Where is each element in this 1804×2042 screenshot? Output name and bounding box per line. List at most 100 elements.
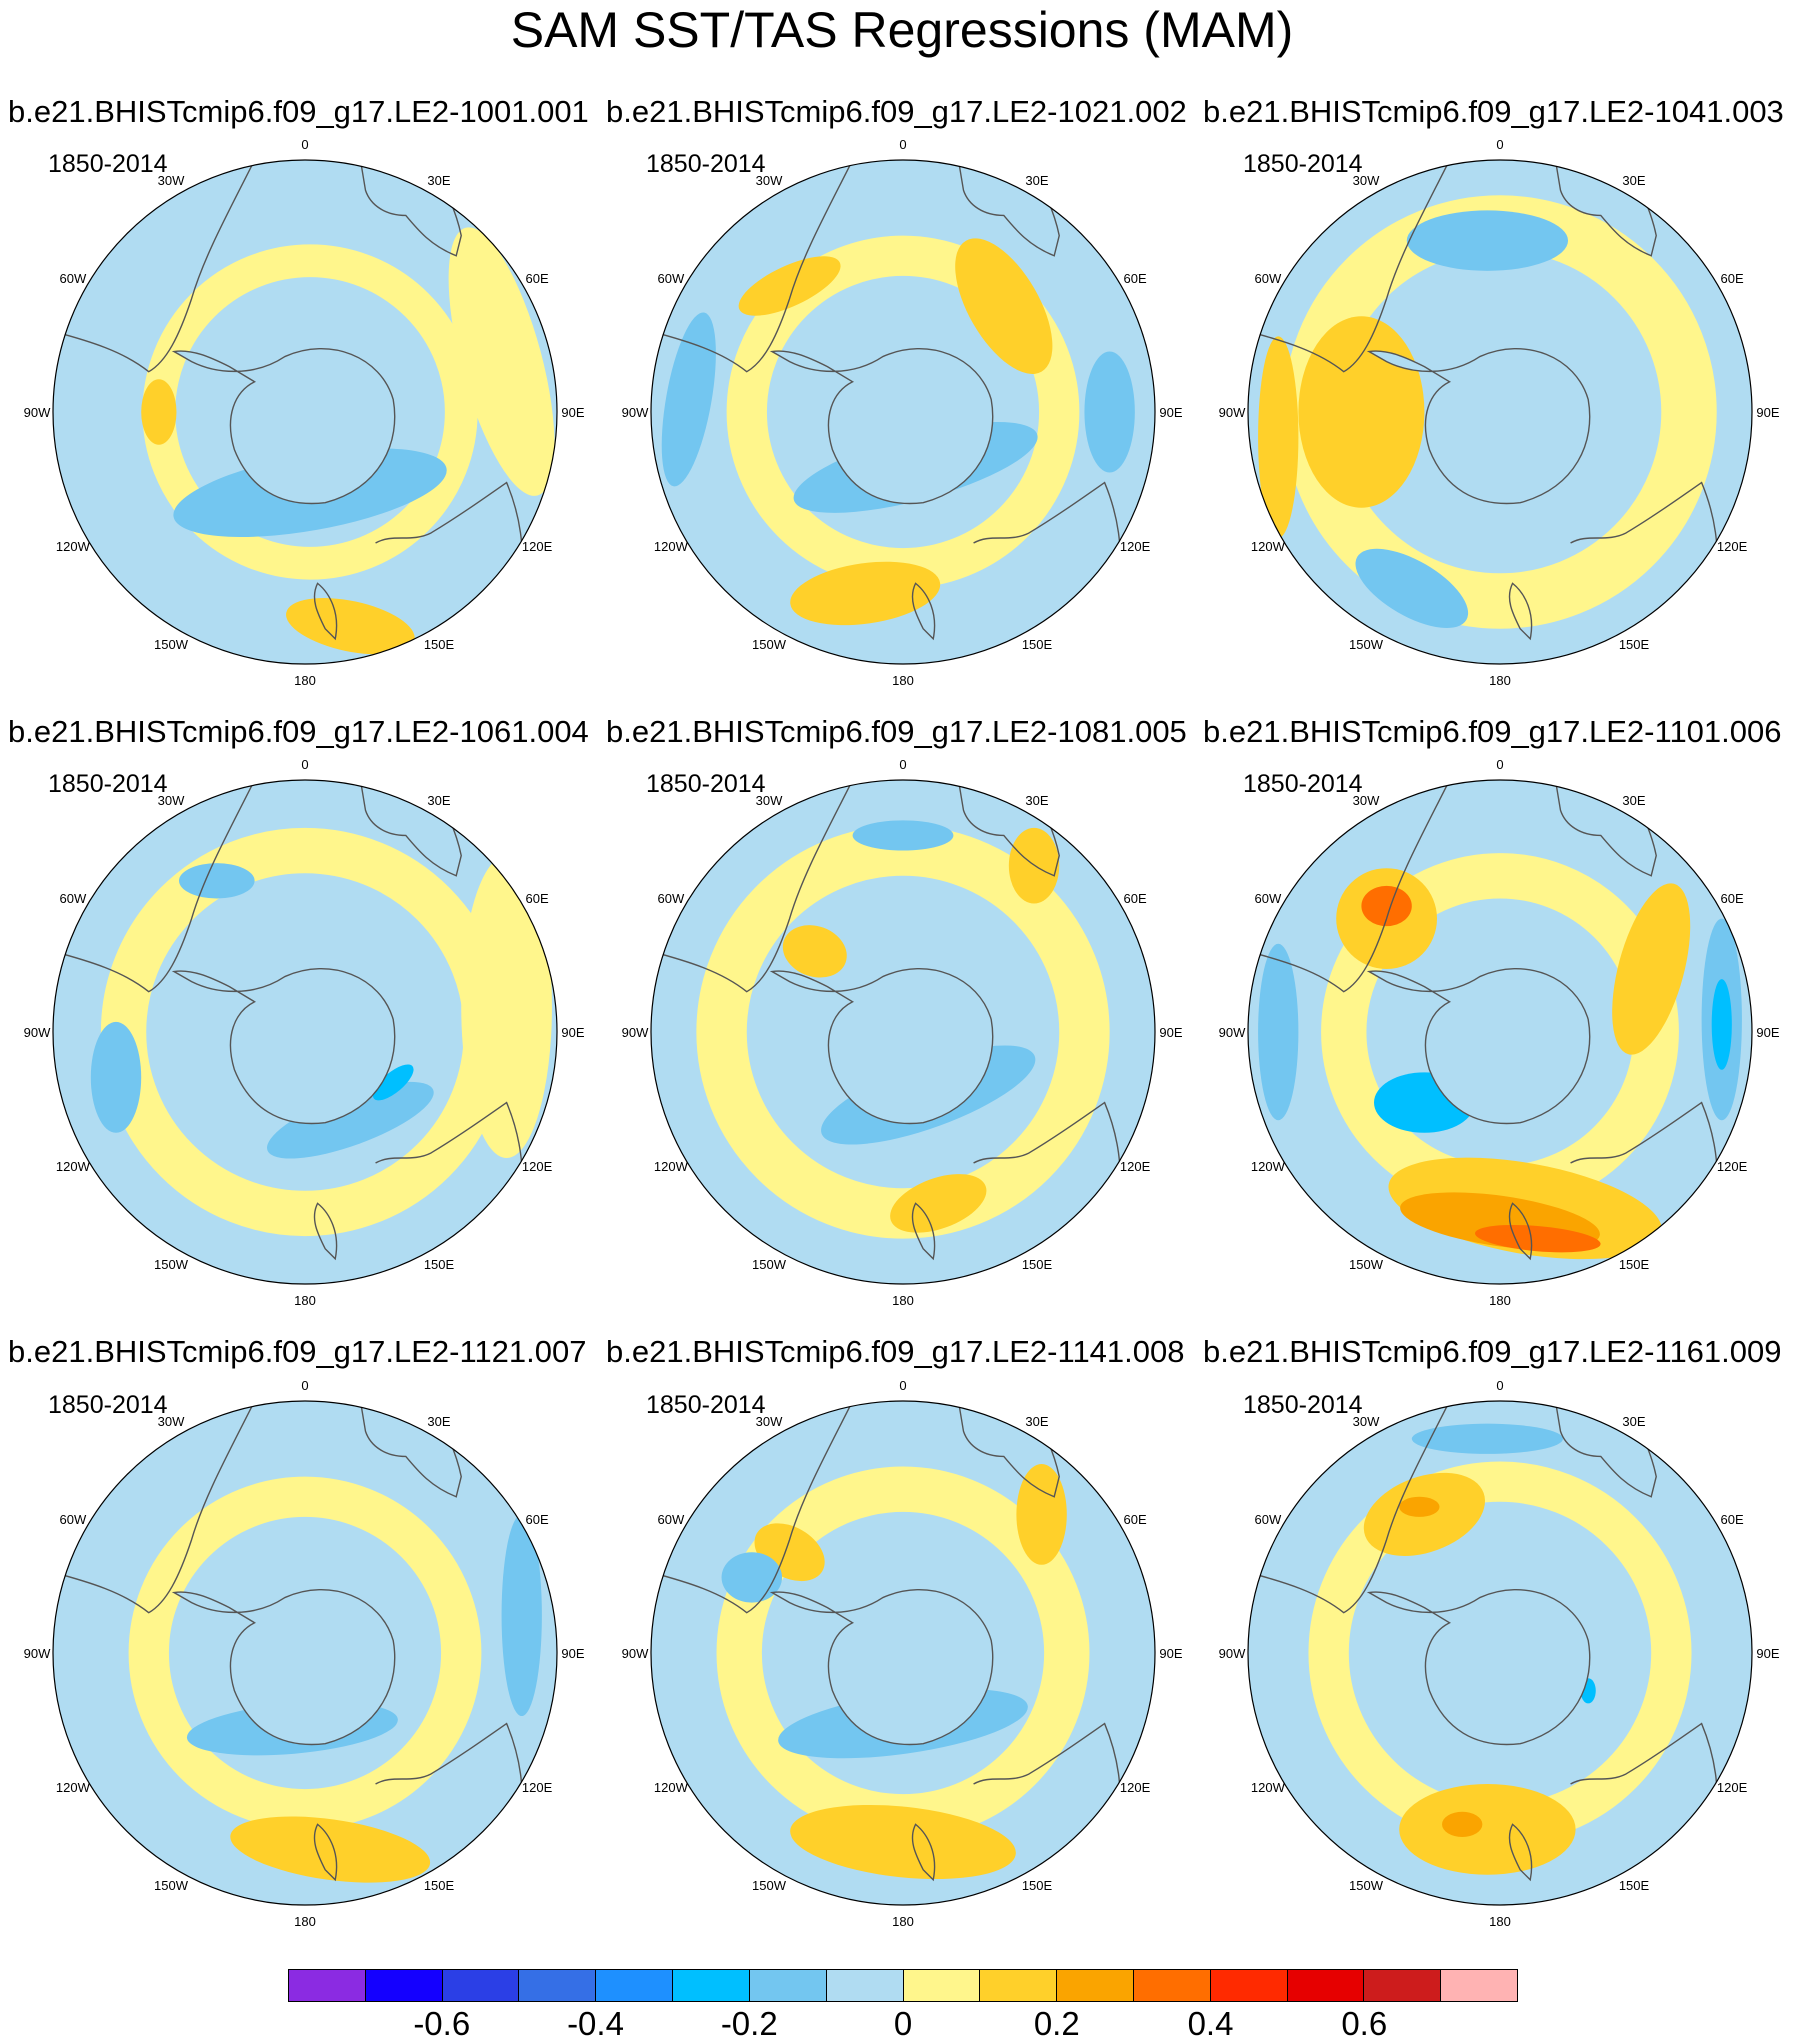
anomaly-region xyxy=(1711,979,1732,1070)
panel-title: b.e21.BHISTcmip6.f09_g17.LE2-1121.007 xyxy=(8,1334,587,1369)
longitude-label: 60W xyxy=(658,891,685,906)
anomaly-region xyxy=(790,561,941,626)
longitude-label: 0 xyxy=(301,757,308,772)
anomaly-region xyxy=(1258,336,1299,538)
longitude-label: 30E xyxy=(1025,793,1048,808)
anomaly-region xyxy=(141,379,177,445)
longitude-label: 180 xyxy=(1489,673,1511,688)
longitude-label: 60W xyxy=(60,271,87,286)
panel-period: 1850-2014 xyxy=(1243,770,1363,798)
anomaly-region xyxy=(461,855,552,1158)
longitude-label: 30E xyxy=(427,793,450,808)
longitude-label: 120E xyxy=(522,539,553,554)
panel-title: b.e21.BHISTcmip6.f09_g17.LE2-1021.002 xyxy=(606,94,1187,129)
anomaly-region xyxy=(955,238,1053,374)
polar-map-panel: 0 30E 60E 90E 120E 150E 180 150W 120W 90W 60W 30W xyxy=(1219,757,1780,1308)
longitude-label: 30E xyxy=(1025,1414,1048,1429)
colorbar-box xyxy=(519,1970,597,2001)
australia-outline xyxy=(375,1101,523,1209)
map-border xyxy=(650,1400,1156,1906)
new-zealand-outline xyxy=(911,1823,936,1882)
south-america-outline xyxy=(1248,160,1451,373)
south-america-outline xyxy=(1248,1401,1451,1614)
longitude-label: 120E xyxy=(1717,1159,1748,1174)
new-zealand-outline xyxy=(911,1202,936,1261)
longitude-label: 30W xyxy=(1353,173,1380,188)
anomaly-region xyxy=(890,1174,987,1233)
longitude-label: 0 xyxy=(899,1378,906,1393)
colorbar-box xyxy=(442,1970,520,2001)
longitude-label: 120W xyxy=(56,1780,91,1795)
colorbar-box xyxy=(1133,1970,1211,2001)
longitude-label: 150E xyxy=(424,1878,455,1893)
anomaly-region xyxy=(372,1064,414,1101)
longitude-label: 60W xyxy=(658,271,685,286)
anomaly-region xyxy=(1406,210,1569,271)
australia-outline xyxy=(375,481,523,589)
new-zealand-outline xyxy=(1508,582,1533,641)
anomaly-region xyxy=(782,925,847,978)
anomaly-region xyxy=(267,1081,434,1159)
longitude-label: 120E xyxy=(1717,539,1748,554)
longitude-label: 150E xyxy=(1619,637,1650,652)
south-america-outline xyxy=(651,160,854,373)
anomaly-region xyxy=(738,256,841,316)
map-border xyxy=(650,779,1156,1285)
longitude-label: 150W xyxy=(1349,1257,1384,1272)
anomaly-region xyxy=(501,1514,542,1716)
colorbar-box xyxy=(289,1970,366,2001)
south-america-outline xyxy=(1248,780,1451,993)
panel-period: 1850-2014 xyxy=(48,150,168,178)
panel-period: 1850-2014 xyxy=(1243,150,1363,178)
anomaly-region xyxy=(1442,1811,1483,1837)
map-border xyxy=(1247,779,1753,1285)
longitude-label: 60W xyxy=(60,891,87,906)
south-america-outline xyxy=(651,1401,854,1614)
longitude-label: 120W xyxy=(1251,1780,1286,1795)
longitude-label: 150W xyxy=(752,1878,787,1893)
longitude-label: 0 xyxy=(899,137,906,152)
colorbar-tick-label: 0.2 xyxy=(1033,2005,1080,2042)
longitude-label: 60E xyxy=(1124,271,1147,286)
antarctica-outline xyxy=(171,348,396,505)
longitude-label: 30W xyxy=(756,793,783,808)
new-zealand-outline xyxy=(313,1823,338,1882)
longitude-label: 120E xyxy=(1717,1780,1748,1795)
longitude-label: 120W xyxy=(1251,1159,1286,1174)
colorbar-box xyxy=(1057,1970,1134,2001)
colorbar-box xyxy=(980,1970,1058,2001)
longitude-label: 180 xyxy=(892,1293,914,1308)
longitude-label: 0 xyxy=(301,137,308,152)
panel-title: b.e21.BHISTcmip6.f09_g17.LE2-1101.006 xyxy=(1203,714,1782,749)
longitude-label: 150W xyxy=(154,1257,189,1272)
anomaly-region xyxy=(230,1816,431,1883)
longitude-label: 150E xyxy=(424,1257,455,1272)
australia-outline xyxy=(1570,1722,1718,1830)
longitude-label: 150E xyxy=(1619,1878,1650,1893)
map-border xyxy=(52,1400,558,1906)
longitude-label: 30W xyxy=(158,1414,185,1429)
anomaly-region xyxy=(1298,316,1425,508)
colorbar-tick-label: 0 xyxy=(893,2005,913,2042)
longitude-label: 150E xyxy=(424,637,455,652)
antarctica-outline xyxy=(1366,1589,1591,1746)
longitude-label: 30W xyxy=(1353,793,1380,808)
figure-title: SAM SST/TAS Regressions (MAM) xyxy=(510,2,1294,58)
longitude-label: 60E xyxy=(1124,1512,1147,1527)
colorbar-box xyxy=(596,1970,674,2001)
antarctica-outline xyxy=(769,968,994,1125)
polar-map-panel: 0 30E 60E 90E 120E 150E 180 150W 120W 90W 60W 30W xyxy=(1219,137,1780,688)
anomaly-region xyxy=(790,1804,1016,1880)
longitude-label: 180 xyxy=(294,1914,316,1929)
map-border xyxy=(650,159,1156,665)
longitude-label: 120W xyxy=(56,1159,91,1174)
colorbar-box xyxy=(1287,1970,1365,2001)
antarctica-outline xyxy=(769,1589,994,1746)
longitude-label: 60W xyxy=(1255,271,1282,286)
longitude-label: 150W xyxy=(1349,637,1384,652)
anomaly-region xyxy=(1411,1423,1563,1454)
anomaly-region xyxy=(90,1021,142,1133)
longitude-label: 120W xyxy=(654,539,689,554)
anomaly-region xyxy=(1612,883,1691,1055)
new-zealand-outline xyxy=(911,582,936,641)
